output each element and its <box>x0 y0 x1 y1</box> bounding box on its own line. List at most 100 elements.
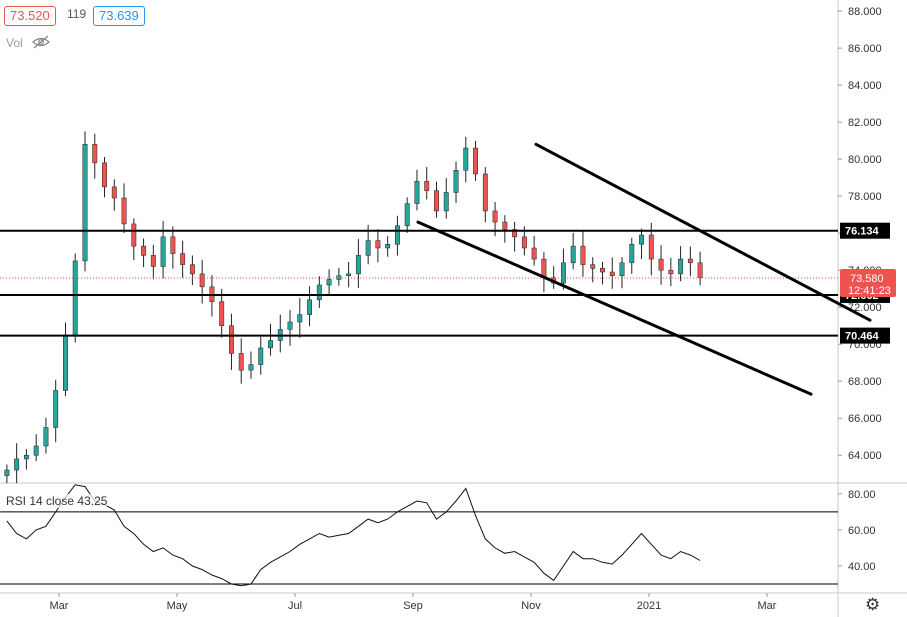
candle-body <box>570 245 576 264</box>
bid-price-box[interactable]: 73.520 <box>4 6 56 26</box>
ask-price-box[interactable]: 73.639 <box>93 6 145 26</box>
candle-body <box>258 347 264 365</box>
candle-body <box>502 221 508 230</box>
rsi-tick-label: 80.00 <box>848 489 876 501</box>
rsi-legend: RSI 14 close 43.25 <box>6 494 108 508</box>
price-tick-label: 88.000 <box>848 6 882 18</box>
candle-body <box>521 236 527 249</box>
candle-body <box>72 260 78 336</box>
candle-body <box>23 454 29 460</box>
candle-body <box>609 271 615 276</box>
candle-body <box>111 186 117 199</box>
candle-body <box>434 190 439 212</box>
candle-body <box>560 262 566 284</box>
candles-group <box>4 131 703 484</box>
candle-body <box>600 268 605 273</box>
candle-body <box>346 273 352 276</box>
candle-body <box>463 147 469 171</box>
candle-body <box>580 245 586 265</box>
current-price-label: 73.580 <box>850 273 884 285</box>
candle-body <box>619 262 625 276</box>
candle-body <box>375 240 381 249</box>
candle-body <box>404 203 410 227</box>
candle-body <box>92 144 98 164</box>
candle-body <box>180 253 186 265</box>
candle-body <box>648 234 654 260</box>
candle-body <box>170 236 176 254</box>
rsi-tick-label: 40.00 <box>848 561 876 573</box>
candle-body <box>482 173 488 212</box>
price-tick-label: 82.000 <box>848 117 882 129</box>
candle-body <box>307 299 313 315</box>
candle-body <box>326 279 332 286</box>
candle-body <box>590 264 596 269</box>
candle-body <box>53 390 59 428</box>
candle-body <box>316 284 322 301</box>
candle-body <box>189 264 195 275</box>
rsi-tick-label: 60.00 <box>848 525 876 537</box>
time-tick-label: Sep <box>403 600 423 612</box>
candle-body <box>453 170 459 193</box>
candle-body <box>531 247 537 260</box>
candle-body <box>492 210 498 223</box>
price-tick-label: 72.000 <box>848 302 882 314</box>
eye-off-icon[interactable] <box>32 35 50 49</box>
trendline <box>534 142 872 322</box>
candle-body <box>82 144 88 262</box>
candle-body <box>424 181 430 191</box>
candle-body <box>629 244 635 264</box>
candle-body <box>512 229 518 238</box>
candle-body <box>336 275 342 280</box>
candle-body <box>238 353 244 371</box>
level-label-box <box>840 327 890 344</box>
candle-body <box>160 236 166 267</box>
candle-body <box>14 458 20 471</box>
candle-body <box>687 258 693 264</box>
candle-body <box>268 340 273 349</box>
candle-body <box>443 192 449 212</box>
candle-body <box>541 258 547 278</box>
time-tick-label: Mar <box>50 600 69 612</box>
candle-body <box>199 273 205 288</box>
price-tick-label: 84.000 <box>848 80 882 92</box>
candle-body <box>121 197 127 225</box>
candle-body <box>385 244 391 249</box>
candle-body <box>248 364 254 371</box>
price-tick-label: 86.000 <box>848 43 882 55</box>
candle-body <box>63 334 68 391</box>
time-tick-label: Nov <box>521 600 541 612</box>
candle-body <box>658 258 664 271</box>
price-tick-label: 68.000 <box>848 376 882 388</box>
candle-body <box>414 181 420 204</box>
candle-body <box>639 234 644 245</box>
trendline <box>416 220 813 396</box>
rsi-value: 43.25 <box>77 494 108 508</box>
candle-body <box>150 255 156 267</box>
candle-body <box>43 427 49 447</box>
spread-value: 119 <box>67 7 87 21</box>
time-tick-label: Jul <box>288 600 302 612</box>
candle-body <box>473 147 478 175</box>
current-price-box <box>840 268 896 297</box>
candle-body <box>365 240 371 256</box>
gear-icon[interactable]: ⚙ <box>865 595 881 614</box>
volume-label: Vol <box>6 36 23 50</box>
candle-body <box>678 258 684 275</box>
price-tick-label: 66.000 <box>848 413 882 425</box>
rsi-line <box>6 484 701 587</box>
level-label: 70.464 <box>845 331 880 343</box>
candle-body <box>4 469 10 476</box>
candle-body <box>219 301 225 326</box>
candle-body <box>229 325 234 354</box>
candle-body <box>697 262 703 278</box>
level-label-box <box>840 222 890 239</box>
time-tick-label: Mar <box>758 600 777 612</box>
rsi-title: RSI 14 close <box>6 494 75 508</box>
price-tick-label: 78.000 <box>848 191 882 203</box>
candle-body <box>33 445 39 456</box>
candle-body <box>141 245 147 256</box>
time-tick-label: May <box>167 600 188 612</box>
candle-body <box>668 269 674 275</box>
